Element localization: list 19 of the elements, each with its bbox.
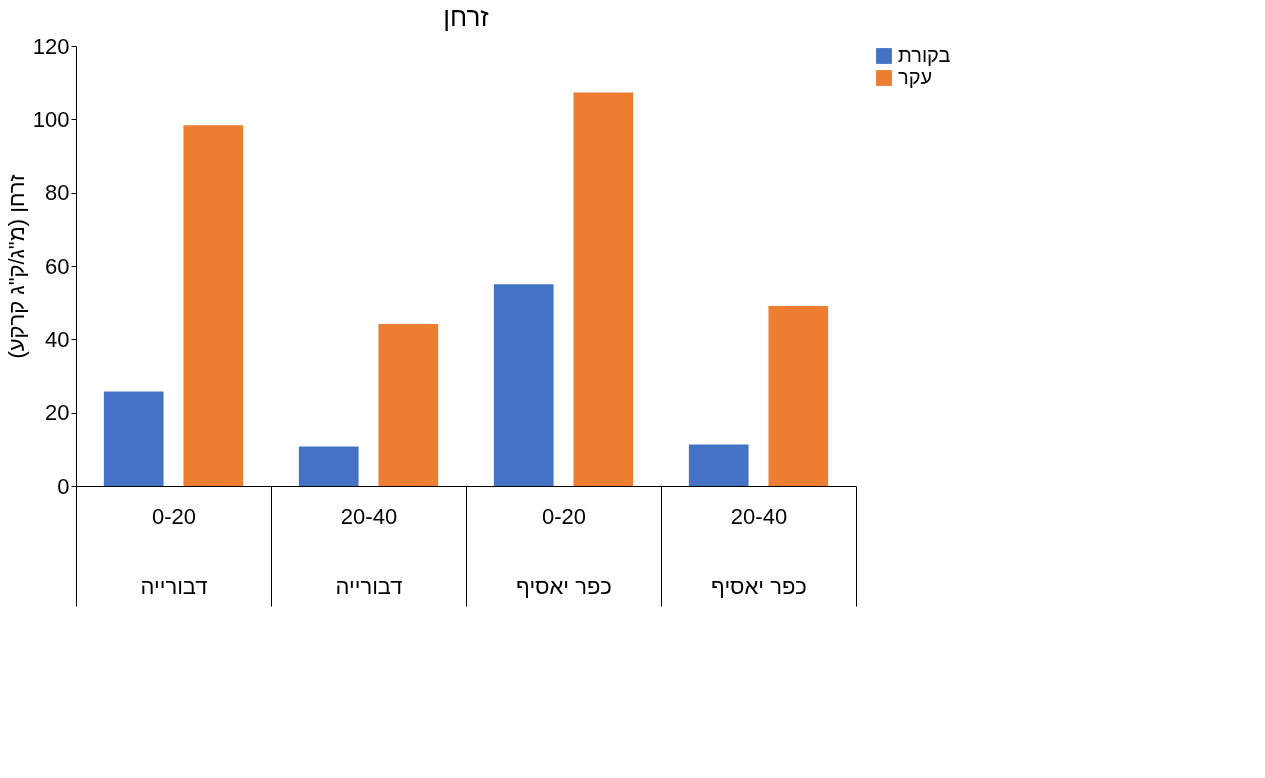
bar — [298, 446, 359, 486]
legend-label: עקר — [898, 66, 933, 88]
y-tick-label: 80 — [45, 180, 70, 206]
legend-label: בקורת — [898, 44, 951, 66]
y-tick-label: 100 — [32, 106, 70, 132]
bar — [378, 323, 439, 486]
y-tick-label: 40 — [45, 326, 70, 352]
y-tick-label: 60 — [45, 253, 70, 279]
bar — [493, 284, 554, 486]
bar — [573, 92, 634, 486]
y-tick-label: 20 — [45, 400, 70, 426]
bar — [183, 125, 244, 486]
y-tick-label: 120 — [32, 33, 70, 59]
bar — [103, 391, 164, 486]
bar — [688, 444, 749, 486]
bar — [768, 305, 829, 486]
y-axis-title: זרחן (מ"ג/ק"ג קרקע) — [3, 174, 29, 359]
y-tick-label: 0 — [57, 473, 70, 499]
chart-title: זרחן — [443, 2, 490, 32]
